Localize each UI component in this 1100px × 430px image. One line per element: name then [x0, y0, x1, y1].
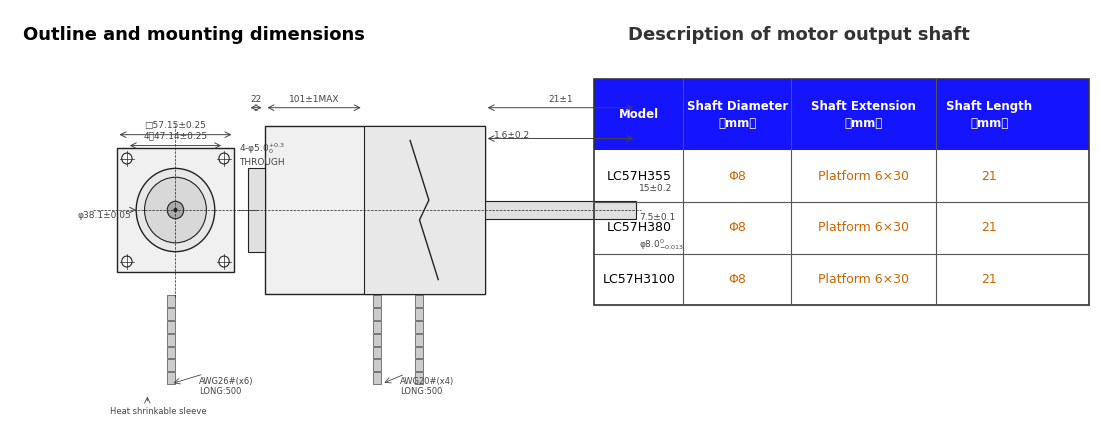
Circle shape — [219, 153, 229, 164]
Bar — [364, 126, 485, 295]
Bar — [416, 372, 422, 384]
Text: 1.6±0.2: 1.6±0.2 — [494, 131, 530, 140]
Text: Platform 6×30: Platform 6×30 — [818, 221, 910, 234]
Bar — [594, 254, 1089, 305]
Bar — [373, 359, 381, 371]
Circle shape — [122, 256, 132, 267]
Text: φ8.0$^{0}_{-0.013}$: φ8.0$^{0}_{-0.013}$ — [639, 237, 684, 252]
Bar — [117, 147, 234, 273]
Text: φ38.1±0.05: φ38.1±0.05 — [78, 212, 132, 221]
Text: 101±1MAX: 101±1MAX — [289, 95, 339, 104]
Text: AWG26#(x6)
LONG:500: AWG26#(x6) LONG:500 — [199, 377, 253, 396]
Bar — [594, 150, 1089, 202]
Text: 4-φ5.0$^{+0.3}_{0}$: 4-φ5.0$^{+0.3}_{0}$ — [239, 141, 285, 156]
Text: Φ8: Φ8 — [728, 170, 746, 183]
Bar — [167, 372, 175, 384]
Text: Platform 6×30: Platform 6×30 — [818, 273, 910, 286]
Bar — [373, 334, 381, 346]
Bar — [373, 295, 381, 307]
Text: Φ8: Φ8 — [728, 273, 746, 286]
Bar — [167, 359, 175, 371]
Bar — [373, 347, 381, 358]
Circle shape — [144, 177, 207, 243]
Text: AWG20#(x4)
LONG:500: AWG20#(x4) LONG:500 — [400, 377, 454, 396]
Bar — [416, 334, 422, 346]
Bar — [373, 308, 381, 320]
Text: 21: 21 — [981, 170, 998, 183]
Text: □57.15±0.25: □57.15±0.25 — [144, 121, 207, 130]
Text: 7.5±0.1: 7.5±0.1 — [639, 213, 675, 222]
Circle shape — [136, 169, 214, 252]
Text: LC57H380: LC57H380 — [606, 221, 671, 234]
Bar — [485, 201, 636, 219]
Text: 21±1: 21±1 — [548, 95, 573, 104]
Text: LC57H355: LC57H355 — [606, 170, 671, 183]
Text: Platform 6×30: Platform 6×30 — [818, 170, 910, 183]
Text: 15±0.2: 15±0.2 — [639, 184, 672, 193]
Bar — [416, 347, 422, 358]
Bar — [373, 372, 381, 384]
Text: THROUGH: THROUGH — [239, 158, 285, 167]
Text: 22: 22 — [251, 95, 262, 104]
Circle shape — [219, 256, 229, 267]
Bar — [416, 308, 422, 320]
Bar — [167, 347, 175, 358]
Bar — [373, 321, 381, 333]
Text: 21: 21 — [981, 273, 998, 286]
Bar — [248, 169, 264, 252]
Text: 21: 21 — [981, 221, 998, 234]
Bar — [264, 126, 485, 295]
Text: Description of motor output shaft: Description of motor output shaft — [628, 26, 969, 44]
Bar — [416, 321, 422, 333]
Bar — [167, 295, 175, 307]
Text: Shaft Length
（mm）: Shaft Length （mm） — [946, 100, 1033, 130]
Text: 4－47.14±0.25: 4－47.14±0.25 — [143, 132, 208, 141]
Text: Model: Model — [619, 108, 659, 121]
Bar — [594, 79, 1089, 305]
Circle shape — [122, 153, 132, 164]
Bar — [416, 295, 422, 307]
Text: Shaft Extension
（mm）: Shaft Extension （mm） — [812, 100, 916, 130]
Text: Φ8: Φ8 — [728, 221, 746, 234]
Bar — [416, 359, 422, 371]
Bar — [167, 334, 175, 346]
Text: Shaft Diameter
（mm）: Shaft Diameter （mm） — [686, 100, 788, 130]
Text: LC57H3100: LC57H3100 — [603, 273, 675, 286]
Bar — [167, 308, 175, 320]
Bar — [594, 202, 1089, 254]
Circle shape — [174, 209, 177, 212]
Circle shape — [167, 201, 184, 219]
Text: Outline and mounting dimensions: Outline and mounting dimensions — [23, 26, 365, 44]
Bar — [167, 321, 175, 333]
Bar — [594, 79, 1089, 150]
Text: Heat shrinkable sleeve: Heat shrinkable sleeve — [110, 407, 207, 416]
